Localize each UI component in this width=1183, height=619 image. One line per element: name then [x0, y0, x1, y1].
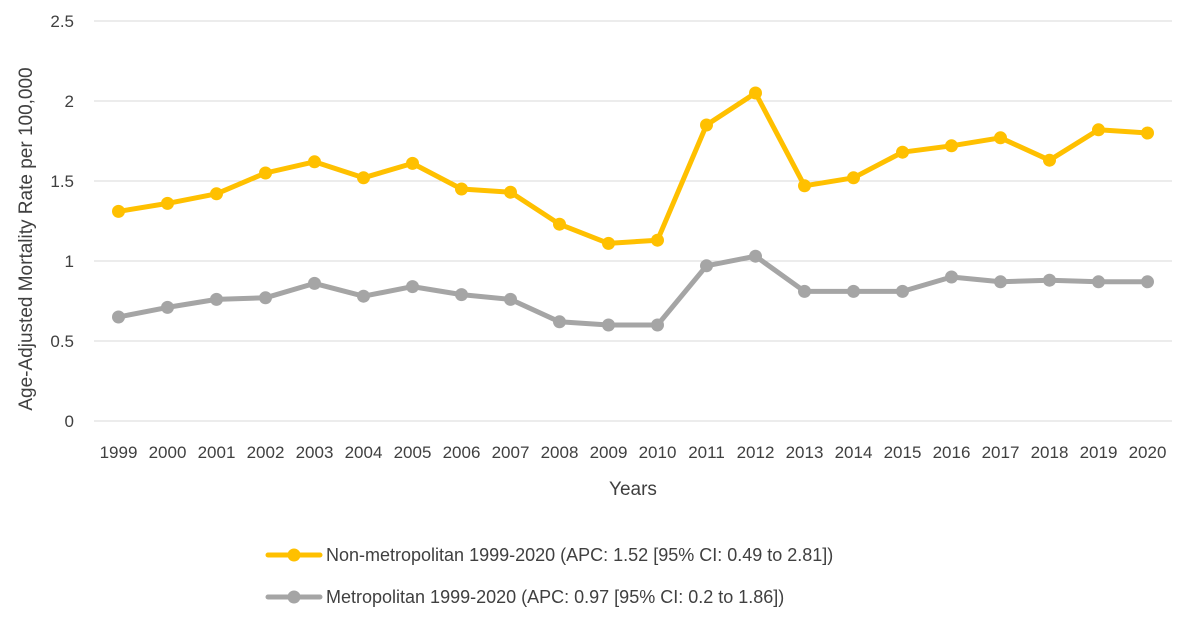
- data-point: [749, 86, 762, 100]
- x-tick-label: 2006: [443, 443, 481, 462]
- data-point: [406, 280, 419, 294]
- data-point: [602, 236, 615, 250]
- data-point: [504, 185, 517, 199]
- data-point: [112, 204, 125, 218]
- data-point: [994, 131, 1007, 145]
- data-point: [798, 179, 811, 193]
- x-axis-title: Years: [609, 479, 657, 500]
- data-point: [210, 292, 223, 306]
- y-tick-label: 2.5: [50, 12, 74, 31]
- y-tick-label: 2: [65, 92, 74, 111]
- data-point: [798, 284, 811, 298]
- data-point: [602, 318, 615, 332]
- legend-label: Metropolitan 1999-2020 (APC: 0.97 [95% C…: [326, 587, 784, 607]
- x-tick-label: 2015: [884, 443, 922, 462]
- data-point: [455, 288, 468, 302]
- series-line: [116, 90, 1150, 246]
- data-point: [994, 275, 1007, 289]
- y-tick-label: 0: [65, 412, 74, 431]
- data-point: [357, 171, 370, 185]
- data-point: [1092, 275, 1105, 289]
- legend-swatch-marker: [287, 548, 301, 562]
- x-tick-label: 2014: [835, 443, 873, 462]
- x-tick-label: 2019: [1080, 443, 1118, 462]
- data-point: [112, 310, 125, 324]
- legend-swatch-marker: [287, 590, 301, 604]
- data-point: [161, 300, 174, 314]
- data-point: [210, 187, 223, 201]
- x-tick-label: 2012: [737, 443, 775, 462]
- x-axis-ticks: 1999 2000 2001 2002 2003 2004 2005 2006 2007 2008…: [100, 443, 1167, 462]
- data-point: [700, 118, 713, 132]
- x-tick-label: 2004: [345, 443, 383, 462]
- x-tick-label: 2011: [688, 443, 725, 462]
- data-point: [357, 289, 370, 303]
- data-point: [406, 156, 419, 170]
- data-point: [1043, 153, 1056, 167]
- x-tick-label: 2007: [492, 443, 530, 462]
- legend-item: Non-metropolitan 1999-2020 (APC: 1.52 [9…: [265, 545, 833, 565]
- x-tick-label: 2003: [296, 443, 334, 462]
- x-tick-label: 2005: [394, 443, 432, 462]
- y-axis-title: Age-Adjusted Mortality Rate per 100,000: [16, 67, 37, 410]
- data-point: [749, 249, 762, 263]
- data-point: [1141, 126, 1154, 140]
- x-tick-label: 2009: [590, 443, 628, 462]
- data-point: [1043, 273, 1056, 287]
- data-point: [553, 217, 566, 231]
- series-0: [112, 86, 1154, 250]
- data-point: [700, 259, 713, 273]
- x-tick-label: 1999: [100, 443, 138, 462]
- x-tick-label: 2002: [247, 443, 285, 462]
- x-tick-label: 2020: [1129, 443, 1167, 462]
- data-point: [161, 196, 174, 210]
- legend: Non-metropolitan 1999-2020 (APC: 1.52 [9…: [265, 545, 833, 607]
- y-tick-label: 1: [65, 252, 74, 271]
- x-tick-label: 2018: [1031, 443, 1069, 462]
- series-1: [112, 249, 1154, 332]
- series-line: [116, 253, 1150, 328]
- data-point: [945, 270, 958, 284]
- gridlines: [94, 20, 1172, 422]
- x-tick-label: 2017: [982, 443, 1020, 462]
- data-point: [651, 318, 664, 332]
- x-tick-label: 2000: [149, 443, 187, 462]
- data-point: [1092, 123, 1105, 137]
- data-point: [896, 145, 909, 159]
- data-point: [308, 276, 321, 290]
- legend-label: Non-metropolitan 1999-2020 (APC: 1.52 [9…: [326, 545, 833, 565]
- data-point: [455, 182, 468, 196]
- data-point: [259, 166, 272, 180]
- x-tick-label: 2008: [541, 443, 579, 462]
- x-tick-label: 2001: [198, 443, 236, 462]
- x-tick-label: 2010: [639, 443, 677, 462]
- data-point: [259, 291, 272, 305]
- data-point: [945, 139, 958, 153]
- data-point: [553, 315, 566, 329]
- y-tick-label: 0.5: [50, 332, 74, 351]
- series-group: [112, 86, 1154, 332]
- y-axis-ticks: 0 0.5 1 1.5 2 2.5: [50, 12, 74, 431]
- data-point: [896, 284, 909, 298]
- data-point: [651, 233, 664, 247]
- data-point: [1141, 275, 1154, 289]
- data-point: [847, 171, 860, 185]
- data-point: [847, 284, 860, 298]
- x-tick-label: 2013: [786, 443, 824, 462]
- x-tick-label: 2016: [933, 443, 971, 462]
- y-tick-label: 1.5: [50, 172, 74, 191]
- data-point: [308, 155, 321, 169]
- legend-item: Metropolitan 1999-2020 (APC: 0.97 [95% C…: [265, 587, 784, 607]
- data-point: [504, 292, 517, 306]
